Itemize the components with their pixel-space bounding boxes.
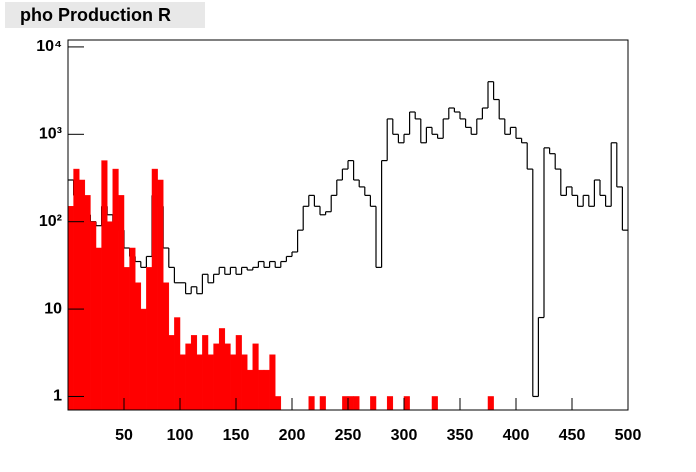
bar (246, 369, 254, 411)
bar (218, 328, 226, 411)
x-tick-label: 150 (223, 427, 250, 444)
x-tick-label: 250 (335, 427, 362, 444)
bar (140, 308, 147, 411)
bar (342, 396, 349, 411)
bar (252, 343, 259, 411)
bar (78, 179, 86, 411)
y-tick-label: 10³ (39, 126, 62, 143)
bar (67, 206, 74, 411)
bar (274, 396, 282, 411)
bar (106, 221, 114, 411)
bar (101, 160, 108, 411)
bar (129, 247, 136, 411)
y-tick-label: 1 (53, 388, 62, 405)
bar (213, 343, 220, 411)
x-tick-label: 100 (167, 427, 194, 444)
bar (308, 396, 315, 411)
x-tick-label: 500 (615, 427, 642, 444)
bar (146, 267, 153, 411)
bar (202, 335, 209, 411)
x-tick-label: 200 (279, 427, 306, 444)
bar (73, 168, 80, 411)
bar (157, 179, 164, 411)
bar (431, 396, 438, 411)
chart-title: pho Production R (20, 5, 171, 25)
x-tick-label: 50 (115, 427, 133, 444)
bar (258, 369, 265, 411)
bar (230, 354, 237, 411)
bar (207, 354, 214, 411)
bar (190, 335, 198, 411)
bar (353, 396, 360, 411)
bar (185, 343, 192, 411)
bar (241, 354, 248, 411)
bar (487, 396, 494, 411)
y-tick-label: 10⁴ (36, 38, 62, 55)
bar (347, 396, 354, 411)
bar (84, 195, 91, 411)
bar (118, 195, 125, 411)
bar (134, 282, 142, 411)
bar (319, 396, 326, 411)
bar (224, 343, 231, 411)
bar (235, 335, 242, 411)
bar (386, 396, 394, 411)
bar (95, 247, 102, 411)
bar (90, 221, 97, 411)
bar (370, 396, 377, 411)
title-box (5, 2, 205, 28)
bar (263, 369, 270, 411)
bar (174, 317, 181, 411)
x-tick-label: 300 (391, 427, 418, 444)
bar (162, 282, 170, 411)
bar (112, 168, 119, 411)
bar (168, 335, 175, 411)
bar (196, 354, 203, 411)
y-tick-label: 10 (44, 300, 62, 317)
bar (403, 396, 410, 411)
bar (151, 168, 158, 411)
bar (123, 267, 130, 411)
x-tick-label: 450 (559, 427, 586, 444)
y-tick-label: 10² (39, 213, 62, 230)
bar (179, 354, 186, 411)
bar (269, 354, 276, 411)
x-tick-label: 400 (503, 427, 530, 444)
x-tick-label: 350 (447, 427, 474, 444)
